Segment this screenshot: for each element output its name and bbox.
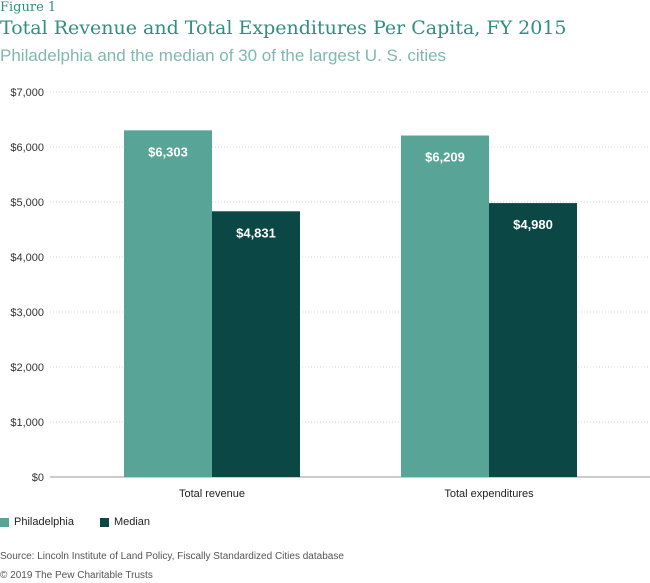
legend-label-median: Median — [113, 516, 151, 528]
copyright-note: © 2019 The Pew Charitable Trusts — [0, 570, 153, 581]
legend-swatch-median — [99, 517, 109, 527]
x-category-label: Total revenue — [179, 488, 245, 500]
x-category-label: Total expenditures — [444, 488, 534, 500]
y-tick-label: $7,000 — [10, 87, 44, 99]
y-tick-label: $6,000 — [10, 142, 44, 154]
y-tick-label: $0 — [32, 472, 44, 484]
bar-median-0 — [212, 211, 300, 478]
legend-item-philadelphia: Philadelphia — [0, 516, 74, 528]
y-tick-label: $1,000 — [10, 417, 44, 429]
legend-swatch-philadelphia — [0, 517, 9, 527]
bar-philadelphia-0 — [124, 130, 212, 477]
chart-title: Total Revenue and Total Expenditures Per… — [0, 17, 567, 39]
source-note: Source: Lincoln Institute of Land Policy… — [0, 551, 344, 562]
data-label: $6,303 — [148, 144, 188, 159]
y-tick-label: $3,000 — [10, 307, 44, 319]
bar-philadelphia-1 — [401, 135, 489, 477]
bar-median-1 — [489, 203, 577, 477]
bar-chart: $0 $1,000 $2,000 $3,000 $4,000 $5,000 $6,000 $7… — [10, 87, 650, 500]
legend: Philadelphia Median — [0, 516, 176, 528]
data-label: $6,209 — [425, 150, 465, 165]
y-tick-label: $4,000 — [10, 252, 44, 264]
data-label: $4,831 — [236, 225, 276, 240]
data-label: $4,980 — [513, 217, 553, 232]
legend-item-median: Median — [99, 516, 151, 528]
chart-subtitle: Philadelphia and the median of 30 of the… — [0, 46, 447, 65]
y-tick-label: $5,000 — [10, 197, 44, 209]
figure-label: Figure 1 — [0, 0, 57, 15]
y-tick-label: $2,000 — [10, 362, 44, 374]
legend-label-philadelphia: Philadelphia — [14, 516, 74, 528]
